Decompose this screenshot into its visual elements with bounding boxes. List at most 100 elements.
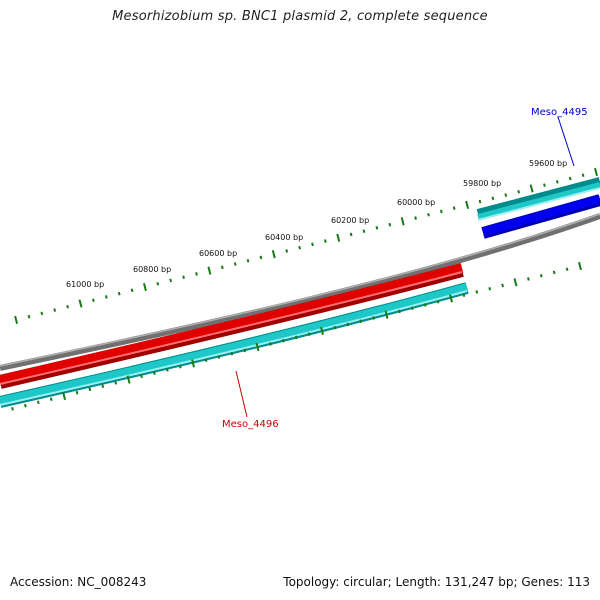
outer-tick-mark [271, 250, 276, 259]
outer-tick-mark [388, 222, 392, 227]
outer-tick-mark [169, 278, 173, 283]
map-title: Mesorhizobium sp. BNC1 plasmid 2, comple… [112, 9, 488, 24]
genome-summary-text: Topology: circular; Length: 131,247 bp; … [283, 575, 590, 589]
label-leader-meso-4495 [557, 116, 575, 167]
outer-tick-mark [195, 272, 198, 276]
inner-tick-mark [75, 390, 79, 395]
inner-tick-mark [578, 261, 582, 271]
outer-tick-mark [427, 212, 430, 217]
outer-tick-mark [104, 295, 108, 299]
outer-tick-mark [452, 206, 456, 210]
gene-meso-4496[interactable] [0, 263, 464, 389]
outer-tick-mark [400, 217, 405, 226]
gene-meso-4495[interactable] [481, 194, 600, 239]
inner-tick-mark [36, 400, 40, 405]
inner-tick-mark [552, 270, 556, 275]
tick-label-60600: 60600 bp [199, 249, 237, 258]
outer-tick-mark [143, 282, 147, 292]
outer-tick-mark [568, 176, 572, 181]
outer-tick-mark [40, 311, 44, 316]
inner-tick-mark [49, 397, 53, 401]
inner-tick-mark [24, 403, 27, 408]
outer-tick-mark [233, 262, 237, 266]
inner-tick-mark [140, 374, 143, 379]
inner-tick-mark [501, 283, 504, 288]
inner-tick-mark [191, 359, 195, 368]
accession-text: Accession: NC_008243 [10, 575, 147, 589]
inner-tick-mark [114, 381, 118, 385]
inner-tick-mark [153, 371, 156, 375]
tick-label-59800: 59800 bp [463, 179, 501, 188]
outer-tick-mark [182, 275, 185, 280]
inner-tick-mark [217, 355, 221, 359]
outer-tick-mark [298, 245, 301, 250]
inner-tick-mark [230, 351, 234, 356]
outer-tick-mark [543, 183, 546, 187]
outer-tick-mark [311, 242, 314, 247]
inner-tick-mark [165, 368, 169, 372]
inner-tick-mark [475, 290, 479, 294]
inner-tick-mark [513, 278, 518, 287]
outer-tick-mark [491, 196, 495, 201]
outer-tick-mark [336, 233, 341, 242]
plasmid-backbone [0, 213, 600, 371]
tick-label-60400: 60400 bp [265, 233, 303, 242]
inner-tick-mark [410, 306, 414, 311]
forward-cds-outer[interactable] [476, 177, 600, 221]
inner-tick-mark [449, 294, 453, 303]
inner-tick-mark [372, 316, 375, 320]
outer-tick-mark [156, 281, 160, 286]
inner-tick-mark [436, 299, 440, 304]
tick-label-60800: 60800 bp [133, 265, 171, 274]
gene-label-meso-4496[interactable]: Meso_4496 [222, 419, 279, 430]
tick-label-61000: 61000 bp [66, 280, 104, 289]
inner-tick-mark [320, 326, 324, 336]
outer-tick-mark [259, 255, 263, 260]
outer-tick-mark [117, 291, 121, 296]
outer-tick-mark [78, 299, 83, 308]
inner-tick-mark [126, 375, 131, 384]
inner-tick-mark [423, 303, 427, 307]
inner-tick-mark [204, 358, 208, 362]
inner-tick-mark [294, 335, 298, 340]
outer-tick-mark [581, 173, 585, 178]
forward-cds-inner[interactable] [0, 282, 469, 408]
inner-tick-mark [359, 319, 363, 323]
inner-tick-mark [11, 407, 14, 411]
outer-tick-mark [207, 266, 212, 275]
inner-tick-mark [527, 277, 530, 281]
outer-tick-mark [375, 226, 379, 230]
inner-tick-mark [488, 286, 492, 291]
inner-tick-mark [269, 342, 272, 346]
outer-tick-mark [130, 288, 134, 293]
outer-tick-mark [440, 209, 443, 214]
inner-tick-mark [62, 391, 67, 400]
inner-tick-mark [307, 332, 311, 336]
outer-tick-mark [362, 229, 366, 233]
inner-tick-mark [255, 343, 260, 352]
inner-tick-mark [565, 267, 569, 272]
label-leader-meso-4496 [235, 370, 248, 418]
outer-tick-mark [324, 239, 327, 243]
outer-tick-mark [529, 184, 534, 193]
tick-label-60200: 60200 bp [331, 216, 369, 225]
outer-tick-mark [285, 249, 289, 253]
outer-tick-mark [349, 232, 353, 237]
scale-labels: 59600 bp 59800 bp 60000 bp 60200 bp 6040… [66, 159, 567, 289]
outer-tick-mark [504, 193, 508, 197]
plasmid-backbone-highlight [0, 213, 600, 367]
inner-tick-mark [346, 322, 350, 327]
gene-label-meso-4495[interactable]: Meso_4495 [531, 107, 588, 118]
outer-tick-mark [53, 308, 57, 312]
outer-tick-band [14, 167, 598, 325]
outer-tick-mark [66, 304, 69, 309]
outer-tick-mark [465, 200, 470, 210]
outer-tick-mark [220, 265, 224, 270]
inner-tick-band [11, 261, 582, 411]
tick-label-59600: 59600 bp [529, 159, 567, 168]
outer-tick-mark [246, 258, 250, 263]
outer-tick-mark [14, 315, 19, 325]
inner-tick-mark [178, 364, 182, 369]
inner-tick-mark [101, 384, 105, 388]
